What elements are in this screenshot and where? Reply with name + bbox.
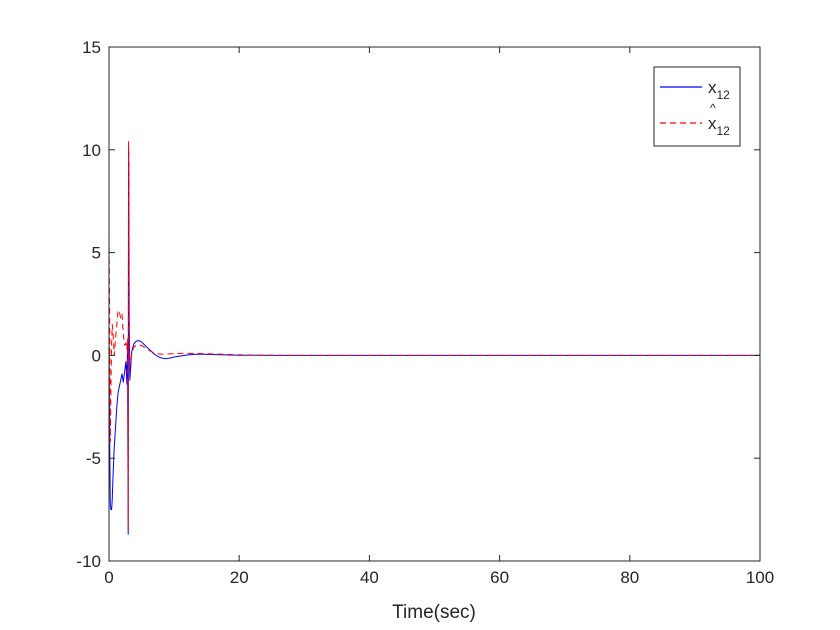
legend-subscript-series-2: 12 xyxy=(717,124,731,138)
legend-subscript-series-1: 12 xyxy=(717,88,731,102)
plot-frame xyxy=(108,46,761,562)
legend[interactable]: x12 ^ x12 xyxy=(653,66,741,147)
x-ticks: 0 20 40 60 80 100 xyxy=(104,47,774,587)
legend-box xyxy=(653,66,741,147)
plot-area xyxy=(109,47,760,561)
legend-name-series-1: x xyxy=(708,78,717,97)
x-tick-label: 60 xyxy=(490,568,509,587)
y-tick-label: 5 xyxy=(92,244,101,263)
y-tick-label: 10 xyxy=(82,141,101,160)
y-tick-label: -10 xyxy=(76,552,101,571)
x-tick-label: 80 xyxy=(620,568,639,587)
legend-hat-series-2: ^ xyxy=(710,101,716,115)
legend-label-series-2: x12 xyxy=(708,114,730,138)
x-tick-label: 40 xyxy=(360,568,379,587)
x-tick-label: 0 xyxy=(104,568,113,587)
series-line-1 xyxy=(108,145,760,535)
y-tick-label: 0 xyxy=(92,346,101,365)
legend-label-series-1: x12 xyxy=(708,78,730,102)
series-line-2 xyxy=(108,141,760,531)
legend-name-series-2: x xyxy=(708,114,717,133)
x-tick-label: 100 xyxy=(746,568,774,587)
y-tick-label: -5 xyxy=(86,449,101,468)
y-ticks: -10 -5 0 5 10 15 xyxy=(76,38,760,571)
series-layer xyxy=(108,141,760,535)
y-tick-label: 15 xyxy=(82,38,101,57)
x-tick-label: 20 xyxy=(230,568,249,587)
x-axis-label: Time(sec) xyxy=(392,602,476,623)
